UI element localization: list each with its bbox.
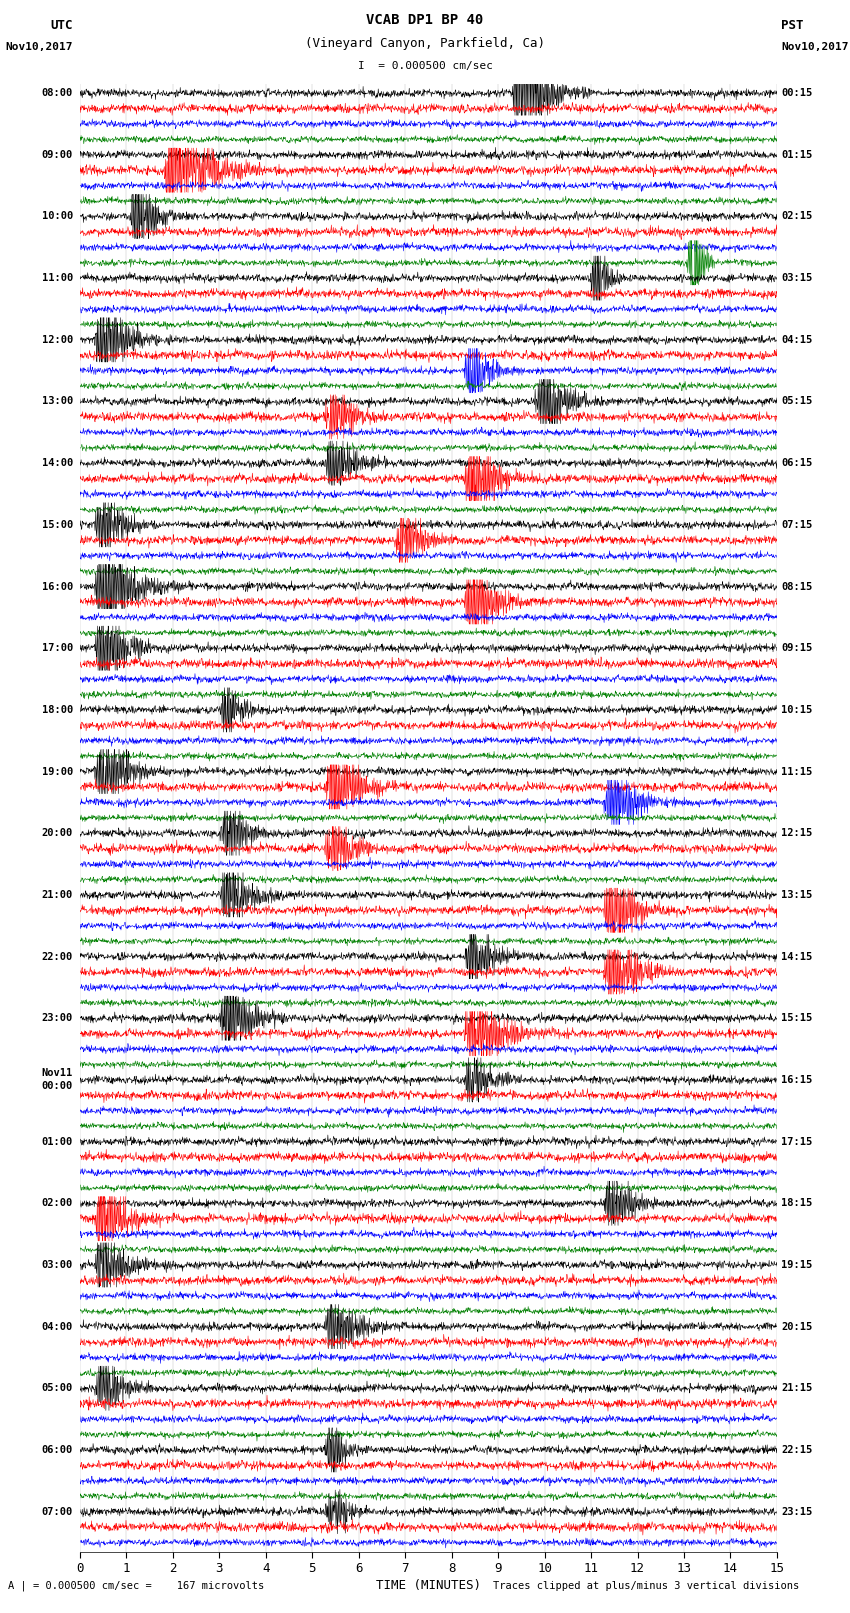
Text: 04:15: 04:15 — [781, 336, 813, 345]
Text: 00:15: 00:15 — [781, 89, 813, 98]
Text: UTC: UTC — [51, 19, 73, 32]
Text: 13:15: 13:15 — [781, 890, 813, 900]
Text: VCAB DP1 BP 40: VCAB DP1 BP 40 — [366, 13, 484, 27]
Text: 03:00: 03:00 — [42, 1260, 73, 1269]
Text: Nov10,2017: Nov10,2017 — [781, 42, 848, 52]
Text: 03:15: 03:15 — [781, 273, 813, 284]
Text: 00:00: 00:00 — [42, 1081, 73, 1092]
Text: A | = 0.000500 cm/sec =    167 microvolts: A | = 0.000500 cm/sec = 167 microvolts — [8, 1581, 264, 1592]
Text: 08:00: 08:00 — [42, 89, 73, 98]
Text: 12:15: 12:15 — [781, 827, 813, 839]
Text: Traces clipped at plus/minus 3 vertical divisions: Traces clipped at plus/minus 3 vertical … — [493, 1581, 799, 1590]
Text: Nov10,2017: Nov10,2017 — [6, 42, 73, 52]
Text: 07:00: 07:00 — [42, 1507, 73, 1516]
Text: 23:15: 23:15 — [781, 1507, 813, 1516]
Text: 13:00: 13:00 — [42, 397, 73, 406]
Text: 07:15: 07:15 — [781, 519, 813, 529]
Text: 18:00: 18:00 — [42, 705, 73, 715]
Text: 15:00: 15:00 — [42, 519, 73, 529]
Text: 05:00: 05:00 — [42, 1384, 73, 1394]
Text: 22:15: 22:15 — [781, 1445, 813, 1455]
Text: 15:15: 15:15 — [781, 1013, 813, 1023]
Text: 02:15: 02:15 — [781, 211, 813, 221]
Text: 22:00: 22:00 — [42, 952, 73, 961]
Text: 14:15: 14:15 — [781, 952, 813, 961]
Text: 19:00: 19:00 — [42, 766, 73, 776]
Text: 10:00: 10:00 — [42, 211, 73, 221]
X-axis label: TIME (MINUTES): TIME (MINUTES) — [376, 1579, 481, 1592]
Text: 06:15: 06:15 — [781, 458, 813, 468]
Text: 06:00: 06:00 — [42, 1445, 73, 1455]
Text: 21:00: 21:00 — [42, 890, 73, 900]
Text: 02:00: 02:00 — [42, 1198, 73, 1208]
Text: (Vineyard Canyon, Parkfield, Ca): (Vineyard Canyon, Parkfield, Ca) — [305, 37, 545, 50]
Text: 09:00: 09:00 — [42, 150, 73, 160]
Text: 08:15: 08:15 — [781, 582, 813, 592]
Text: 16:15: 16:15 — [781, 1074, 813, 1086]
Text: 04:00: 04:00 — [42, 1321, 73, 1332]
Text: 17:15: 17:15 — [781, 1137, 813, 1147]
Text: I  = 0.000500 cm/sec: I = 0.000500 cm/sec — [358, 61, 492, 71]
Text: 23:00: 23:00 — [42, 1013, 73, 1023]
Text: 14:00: 14:00 — [42, 458, 73, 468]
Text: 12:00: 12:00 — [42, 336, 73, 345]
Text: 16:00: 16:00 — [42, 582, 73, 592]
Text: 09:15: 09:15 — [781, 644, 813, 653]
Text: Nov11: Nov11 — [42, 1068, 73, 1079]
Text: PST: PST — [781, 19, 803, 32]
Text: 20:15: 20:15 — [781, 1321, 813, 1332]
Text: 17:00: 17:00 — [42, 644, 73, 653]
Text: 01:00: 01:00 — [42, 1137, 73, 1147]
Text: 10:15: 10:15 — [781, 705, 813, 715]
Text: 20:00: 20:00 — [42, 827, 73, 839]
Text: 18:15: 18:15 — [781, 1198, 813, 1208]
Text: 01:15: 01:15 — [781, 150, 813, 160]
Text: 05:15: 05:15 — [781, 397, 813, 406]
Text: 21:15: 21:15 — [781, 1384, 813, 1394]
Text: 19:15: 19:15 — [781, 1260, 813, 1269]
Text: 11:00: 11:00 — [42, 273, 73, 284]
Text: 11:15: 11:15 — [781, 766, 813, 776]
